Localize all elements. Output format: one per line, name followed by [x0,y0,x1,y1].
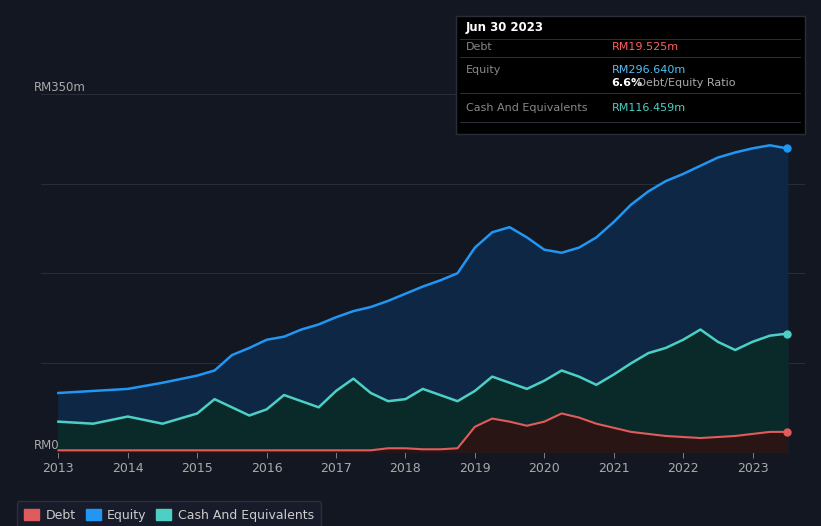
Text: Cash And Equivalents: Cash And Equivalents [466,103,587,113]
Text: RM350m: RM350m [34,81,85,94]
Text: RM0: RM0 [34,439,59,452]
Text: Debt/Equity Ratio: Debt/Equity Ratio [634,78,736,88]
Legend: Debt, Equity, Cash And Equivalents: Debt, Equity, Cash And Equivalents [16,501,321,526]
Text: 6.6%: 6.6% [612,78,643,88]
Text: Debt: Debt [466,42,493,52]
Text: Jun 30 2023: Jun 30 2023 [466,21,544,34]
Text: Equity: Equity [466,65,501,75]
Text: RM296.640m: RM296.640m [612,65,686,75]
Text: RM19.525m: RM19.525m [612,42,679,52]
Text: RM116.459m: RM116.459m [612,103,686,113]
